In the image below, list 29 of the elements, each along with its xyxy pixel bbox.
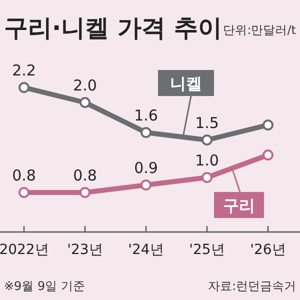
legend-label: 구리 bbox=[223, 196, 255, 215]
point bbox=[80, 97, 90, 108]
subtitle: 단위:만달러/t bbox=[223, 23, 296, 37]
annotation: ※9월 9일 기준 bbox=[4, 279, 85, 293]
data-label: 2.2 bbox=[12, 62, 36, 80]
text: 니켈 bbox=[170, 74, 202, 93]
point bbox=[262, 120, 274, 130]
point bbox=[80, 187, 90, 198]
point bbox=[140, 127, 152, 138]
point bbox=[18, 82, 30, 93]
x-tick-label: '26년 bbox=[250, 242, 286, 258]
x-tick-label: 2022년 bbox=[0, 242, 49, 258]
data-label: 1.5 bbox=[195, 114, 219, 132]
point bbox=[202, 134, 212, 146]
title: 구리·니켈 가격 추이 bbox=[4, 14, 222, 42]
data-label: 0.8 bbox=[73, 166, 97, 184]
data-label: 0.8 bbox=[12, 166, 36, 184]
data-label: 0.9 bbox=[134, 159, 158, 177]
point bbox=[18, 187, 30, 198]
point bbox=[202, 172, 212, 183]
x-tick-label: '23년 bbox=[67, 242, 103, 258]
data-label: 2.0 bbox=[73, 76, 97, 94]
data-label: 1.6 bbox=[134, 106, 158, 124]
annotation: 자료:런던금속거 bbox=[208, 279, 296, 293]
x-tick-label: '25년 bbox=[189, 242, 225, 258]
point bbox=[262, 150, 274, 160]
x-tick-label: '24년 bbox=[128, 242, 164, 258]
point bbox=[140, 180, 152, 190]
data-label: 1.0 bbox=[195, 152, 219, 170]
